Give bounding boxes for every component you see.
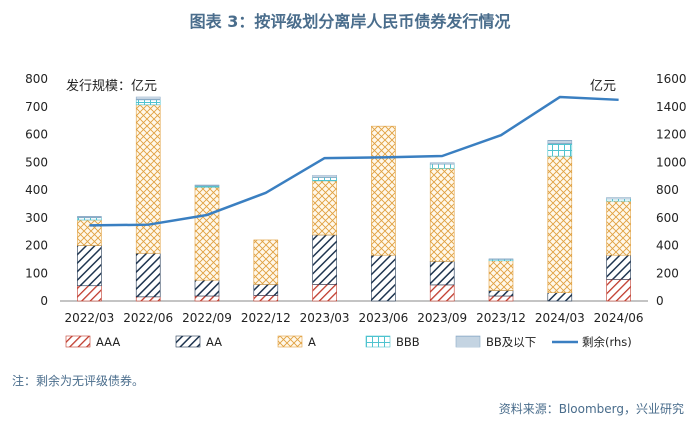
bar-segment-AAA xyxy=(77,285,102,302)
stacked-bars xyxy=(77,96,631,302)
bar-segment-AA xyxy=(606,254,631,280)
legend-swatch xyxy=(65,335,91,348)
bar-segment-A xyxy=(253,239,279,285)
right-tick-label: 1600 xyxy=(656,72,687,86)
bar-segment-AA xyxy=(371,254,396,302)
right-axis: 0 200 400 600 800 1000 1200 1400 1600 xyxy=(656,72,687,308)
left-tick-label: 400 xyxy=(25,183,48,197)
legend-label: AA xyxy=(206,335,222,349)
legend-label: A xyxy=(308,335,316,349)
right-tick-label: 0 xyxy=(656,294,664,308)
bar-segment-A xyxy=(135,104,161,254)
left-tick-label: 700 xyxy=(25,100,48,114)
bar-segment-AAA xyxy=(312,284,337,302)
bar-segment-AA xyxy=(194,279,220,297)
right-tick-label: 800 xyxy=(656,183,679,197)
legend-label: BBB xyxy=(396,335,420,349)
bar-segment-AA xyxy=(488,290,514,297)
left-axis: 0 100 200 300 400 500 600 700 800 xyxy=(25,72,48,308)
left-tick-label: 600 xyxy=(25,128,48,142)
left-axis-title: 发行规模：亿元 xyxy=(66,78,157,94)
left-tick-label: 800 xyxy=(25,72,48,86)
right-tick-label: 600 xyxy=(656,211,679,225)
category-label: 2023/12 xyxy=(476,311,526,325)
category-label: 2022/09 xyxy=(182,311,232,325)
left-tick-label: 300 xyxy=(25,211,48,225)
legend-label: BB及以下 xyxy=(486,335,536,349)
bar-segment-AA xyxy=(253,284,279,296)
left-tick-label: 0 xyxy=(40,294,48,308)
bar-segment-BB及以下 xyxy=(77,216,102,219)
bar-segment-AA xyxy=(312,234,337,285)
bar-segment-A xyxy=(429,168,455,262)
category-label: 2024/06 xyxy=(594,311,644,325)
remainder-line-path xyxy=(89,95,619,227)
legend-swatch xyxy=(365,335,391,348)
bar-segment-BB及以下 xyxy=(312,174,337,178)
bar-segment-BBB xyxy=(606,198,631,202)
left-tick-label: 100 xyxy=(25,266,48,280)
bar-segment-A xyxy=(77,219,102,246)
bar-segment-A xyxy=(194,186,220,281)
bar-segment-AAA xyxy=(429,284,455,302)
bar-segment-AAA xyxy=(194,295,220,302)
legend-swatch xyxy=(277,335,303,348)
bar-segment-BB及以下 xyxy=(135,96,161,101)
category-label: 2022/06 xyxy=(123,311,173,325)
bar-segment-AAA xyxy=(606,279,631,302)
bar-segment-A xyxy=(371,125,396,256)
category-label: 2024/03 xyxy=(535,311,585,325)
bar-segment-AAA xyxy=(253,295,279,302)
right-tick-label: 1200 xyxy=(656,128,687,142)
footnote: 注：剩余为无评级债券。 xyxy=(12,374,145,388)
bar-segment-A xyxy=(606,200,631,256)
source-text: 资料来源：Bloomberg，兴业研究 xyxy=(498,402,684,416)
legend: AAA AA A BBB BB及以下 剩余(rhs) xyxy=(65,335,632,349)
remainder-line xyxy=(89,95,619,227)
legend-swatch xyxy=(455,335,481,348)
bar-segment-BB及以下 xyxy=(488,258,514,260)
category-label: 2022/12 xyxy=(241,311,291,325)
left-tick-label: 500 xyxy=(25,155,48,169)
bar-segment-BBB xyxy=(547,143,573,157)
legend-label: 剩余(rhs) xyxy=(582,335,632,349)
bar-segment-BB及以下 xyxy=(606,197,631,200)
right-axis-title: 亿元 xyxy=(590,79,616,94)
bar-segment-AA xyxy=(429,261,455,286)
bar-segment-A xyxy=(488,260,514,291)
category-label: 2023/03 xyxy=(300,311,350,325)
category-label: 2022/03 xyxy=(64,311,114,325)
bar-segment-BB及以下 xyxy=(194,184,220,187)
bar-segment-AAA xyxy=(488,295,514,302)
bar-segment-BB及以下 xyxy=(547,140,573,144)
right-tick-label: 1000 xyxy=(656,155,687,169)
bar-segment-AA xyxy=(77,245,102,287)
x-axis-labels: 2022/03 2022/06 2022/09 2022/12 2023/03 2023/… xyxy=(64,311,643,325)
chart-title: 图表 3：按评级划分离岸人民币债券发行情况 xyxy=(189,12,511,31)
bar-segment-BBB xyxy=(77,217,102,221)
right-tick-label: 400 xyxy=(656,239,679,253)
bar-segment-BBB xyxy=(312,177,337,182)
legend-label: AAA xyxy=(96,335,120,349)
bar-segment-A xyxy=(312,180,337,236)
bar-segment-AA xyxy=(547,292,573,302)
bar-segment-A xyxy=(547,155,573,293)
category-label: 2023/06 xyxy=(358,311,408,325)
legend-swatch xyxy=(175,335,201,348)
right-tick-label: 1400 xyxy=(656,100,687,114)
bar-segment-AA xyxy=(135,252,161,298)
category-label: 2023/09 xyxy=(417,311,467,325)
bar-segment-BBB xyxy=(429,163,455,169)
bar-segment-BB及以下 xyxy=(429,162,455,165)
bar-segment-BBB xyxy=(135,99,161,106)
left-tick-label: 200 xyxy=(25,239,48,253)
right-tick-label: 200 xyxy=(656,266,679,280)
bar-segment-AAA xyxy=(135,296,161,302)
